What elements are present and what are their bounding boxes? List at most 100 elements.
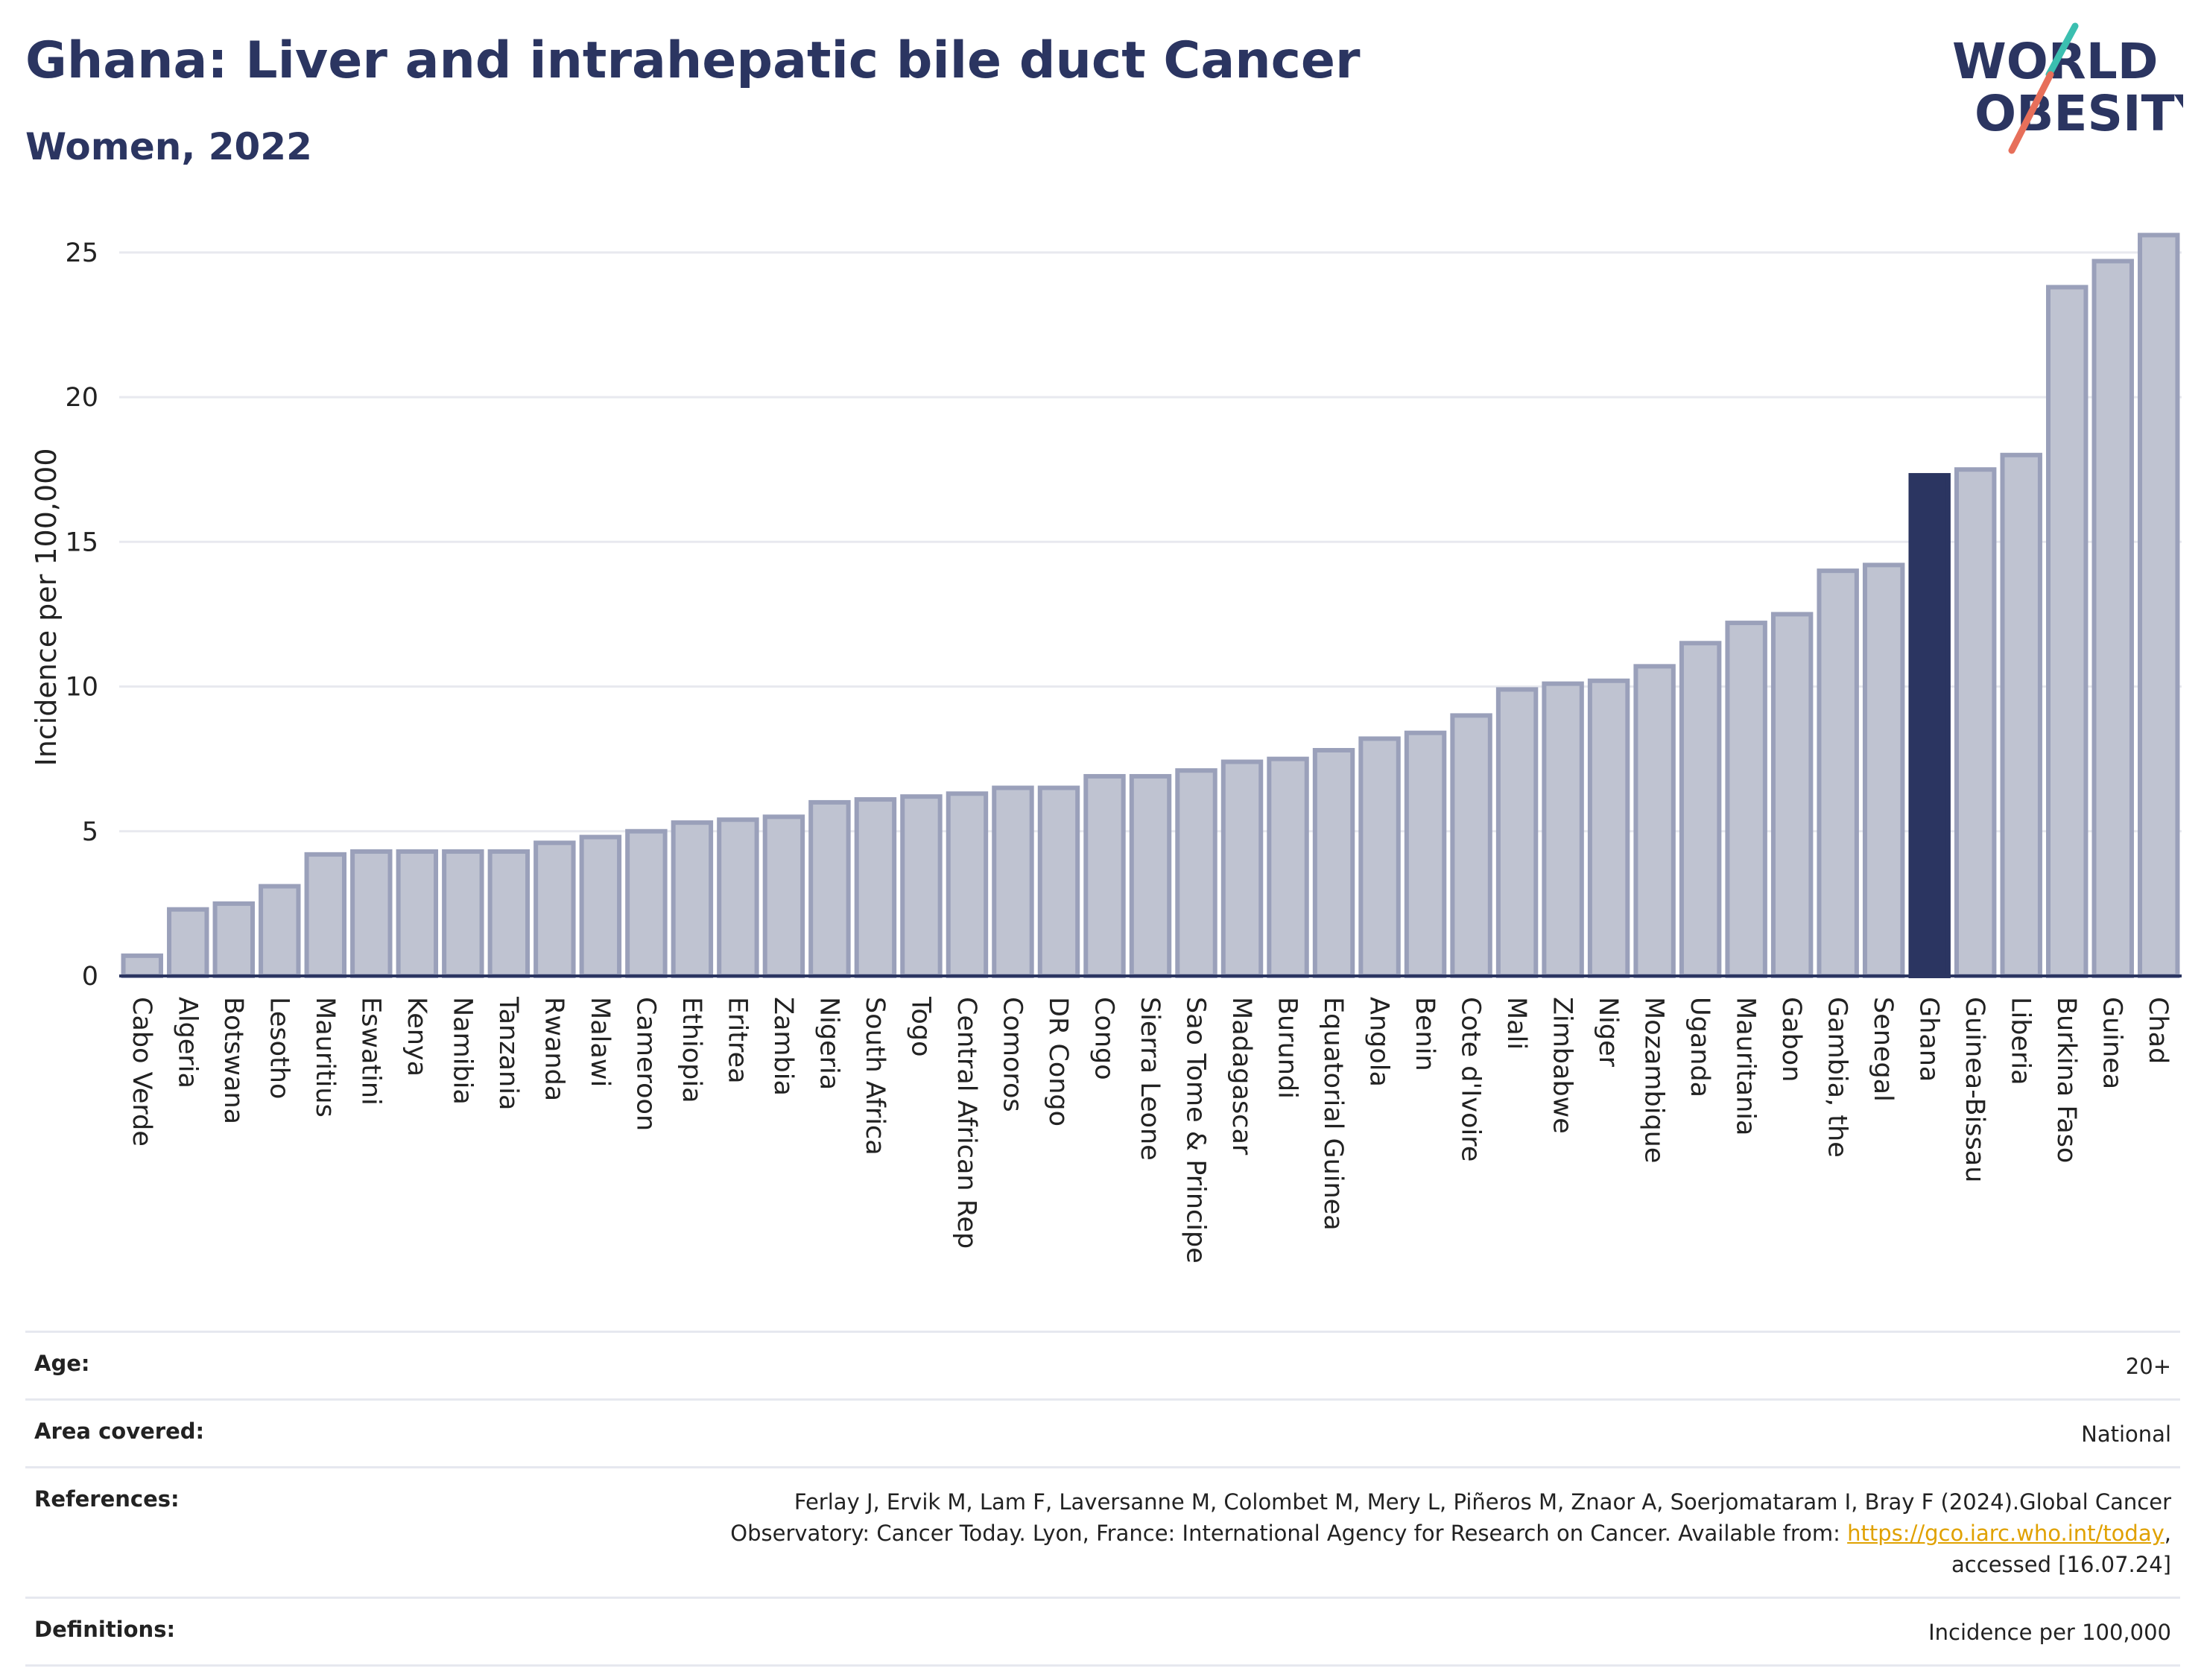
references-link[interactable]: https://gco.iarc.who.int/today <box>1847 1521 2165 1546</box>
meta-row-references: References: Ferlay J, Ervik M, Lam F, La… <box>25 1466 2180 1597</box>
bar <box>1495 687 1539 979</box>
bar <box>1358 736 1401 978</box>
meta-value-definitions: Incidence per 100,000 <box>1928 1620 2171 1645</box>
x-tick-label: Togo <box>905 996 935 1056</box>
bar <box>212 901 255 979</box>
bar <box>167 907 209 978</box>
x-tick-label: South Africa <box>860 997 890 1156</box>
meta-table: Age: 20+ Area covered: National Referenc… <box>25 1331 2180 1667</box>
bar <box>1450 713 1492 979</box>
x-tick-label: Ethiopia <box>677 997 706 1103</box>
bar <box>1312 748 1355 978</box>
x-tick-label: Comoros <box>997 997 1027 1112</box>
meta-value-area: National <box>2081 1421 2171 1447</box>
x-tick-label: Kenya <box>402 997 431 1077</box>
x-tick-label: Guinea <box>2097 997 2127 1089</box>
x-tick-label: Uganda <box>1685 997 1714 1097</box>
y-tick-label: 0 <box>82 962 98 992</box>
x-tick-label: Sao Tome & Principe <box>1181 997 1211 1264</box>
y-tick-label: 5 <box>82 817 98 847</box>
bar <box>1542 681 1584 979</box>
x-tick-label: Gabon <box>1776 997 1806 1082</box>
x-tick-label: Congo <box>1089 997 1118 1080</box>
x-tick-label: Mauritania <box>1731 997 1761 1135</box>
bar <box>1954 467 1997 978</box>
x-tick-label: Lesotho <box>264 997 294 1099</box>
bar <box>121 953 163 979</box>
meta-row-definitions: Definitions: Incidence per 100,000 <box>25 1597 2180 1667</box>
x-tick-label: Rwanda <box>539 997 569 1101</box>
y-tick-label: 25 <box>65 238 98 268</box>
bar <box>1908 472 1951 978</box>
x-tick-label: DR Congo <box>1043 997 1073 1126</box>
bar <box>992 785 1034 978</box>
bar <box>717 817 759 978</box>
y-tick-label: 20 <box>65 383 98 413</box>
bar <box>1862 562 1905 978</box>
bar <box>1770 612 1814 979</box>
x-tick-label: Senegal <box>1868 997 1898 1102</box>
x-tick-label: Zambia <box>768 997 798 1096</box>
x-tick-label: Equatorial Guinea <box>1318 997 1348 1231</box>
x-tick-label: Tanzania <box>493 996 523 1110</box>
bar <box>2000 452 2042 978</box>
bar <box>1633 664 1676 978</box>
chart-subtitle: Women, 2022 <box>25 125 312 168</box>
meta-label-definitions: Definitions: <box>34 1617 176 1642</box>
x-tick-label: Algeria <box>172 997 202 1088</box>
bar <box>900 794 943 978</box>
x-tick-label: Niger <box>1593 997 1623 1068</box>
references-accessed: , accessed [16.07.24] <box>1951 1521 2171 1577</box>
bar <box>1679 641 1722 978</box>
bar-chart: 0 5 10 15 20 25 Incidence per 100,000 Cabo Verd… <box>30 232 2182 1264</box>
x-tick-label: Cote d'Ivoire <box>1456 997 1486 1161</box>
bar <box>1404 730 1447 978</box>
bar <box>1037 785 1080 978</box>
world-obesity-logo: WORLD OBESITY <box>1952 22 2183 154</box>
x-tick-label: Botswana <box>218 997 248 1124</box>
x-tick-label: Ghana <box>1914 997 1944 1082</box>
x-tick-label: Gambia, the <box>1823 997 1852 1158</box>
logo-line-2: OBESITY <box>1975 85 2183 142</box>
y-tick-label: 10 <box>65 673 98 703</box>
x-tick-label: Cameroon <box>630 997 660 1131</box>
bar <box>671 820 714 978</box>
bar <box>259 884 301 978</box>
x-tick-label: Nigeria <box>814 997 843 1090</box>
meta-label-age: Age: <box>34 1351 90 1376</box>
bar <box>1220 759 1264 978</box>
bar <box>396 849 439 979</box>
x-tick-label: Zimbabwe <box>1548 997 1577 1134</box>
x-tick-label: Namibia <box>447 997 477 1105</box>
x-tick-label: Chad <box>2143 997 2173 1064</box>
x-tick-label: Mauritius <box>310 997 340 1118</box>
meta-row-area: Area covered: National <box>25 1398 2180 1466</box>
x-tick-label: Eswatini <box>355 997 385 1106</box>
bar <box>808 799 851 979</box>
x-tick-label: Madagascar <box>1226 997 1256 1156</box>
references-text: Ferlay J, Ervik M, Lam F, Laversanne M, … <box>730 1489 2171 1546</box>
x-tick-label: Central African Rep <box>951 997 981 1249</box>
bar <box>487 849 531 979</box>
chart-title: Ghana: Liver and intrahepatic bile duct … <box>25 31 1361 90</box>
x-tick-label: Liberia <box>2006 997 2036 1085</box>
bar <box>2091 259 2134 978</box>
y-tick-label: 15 <box>65 527 98 557</box>
meta-row-age: Age: 20+ <box>25 1331 2180 1398</box>
bar <box>1817 568 1859 978</box>
y-axis-label: Incidence per 100,000 <box>30 448 63 766</box>
bar <box>625 828 668 979</box>
x-tick-label: Benin <box>1410 997 1440 1071</box>
logo-slash-teal <box>2045 22 2079 78</box>
x-tick-label: Mali <box>1501 997 1531 1050</box>
bar <box>1175 768 1217 978</box>
x-tick-label: Mozambique <box>1639 997 1669 1163</box>
bar <box>946 791 989 979</box>
bar <box>762 814 805 979</box>
bar <box>1267 756 1309 979</box>
bar <box>304 852 347 979</box>
bar <box>1129 773 1172 978</box>
x-tick-label: Guinea-Bissau <box>1960 997 1989 1182</box>
logo-slash-red <box>2008 71 2054 154</box>
meta-label-references: References: <box>34 1486 180 1512</box>
